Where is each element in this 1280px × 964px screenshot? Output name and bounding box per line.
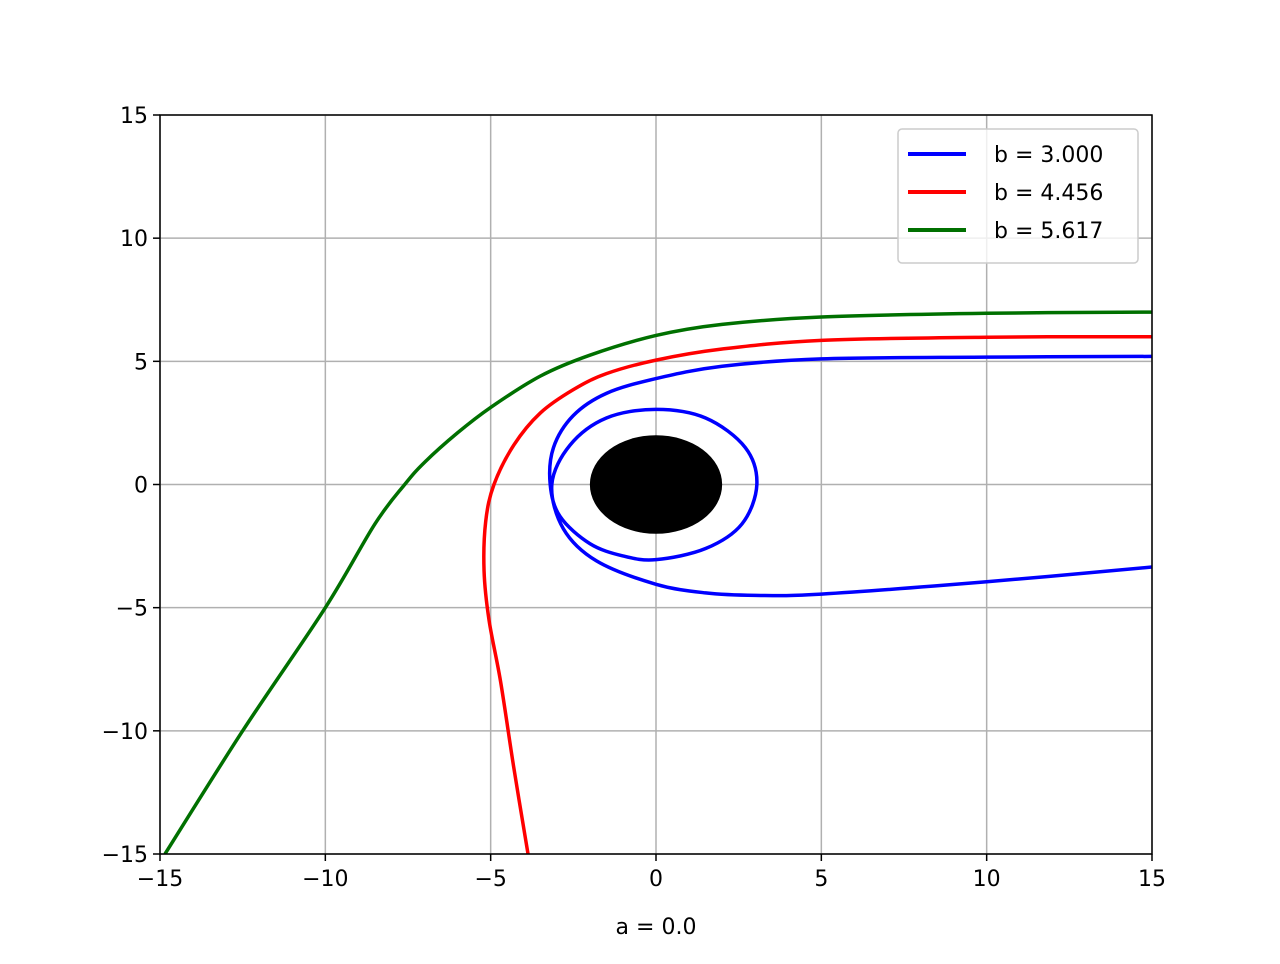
x-tick-label: 0 (649, 867, 663, 892)
x-tick-label: 10 (973, 867, 1001, 892)
trajectory (163, 310, 1152, 854)
y-tick-label: −10 (102, 720, 148, 745)
plot-area (163, 310, 1152, 854)
y-tick-label: 5 (134, 350, 148, 375)
trajectory (482, 334, 1152, 854)
x-tick-label: 15 (1138, 867, 1166, 892)
y-tick-label: 15 (120, 104, 148, 129)
legend-label: b = 3.000 (994, 143, 1103, 168)
trajectory (547, 354, 1152, 598)
x-tick-label: −10 (302, 867, 348, 892)
ticks: −15 −10 −5 0 5 10 15 −15 −10 −5 0 5 10 15 (102, 104, 1166, 892)
x-tick-label: −5 (474, 867, 506, 892)
y-tick-label: −5 (116, 597, 148, 622)
x-axis-label: a = 0.0 (616, 915, 697, 940)
legend-label: b = 5.617 (994, 219, 1103, 244)
y-tick-label: −15 (102, 843, 148, 868)
x-tick-label: −15 (137, 867, 183, 892)
y-tick-label: 10 (120, 227, 148, 252)
x-tick-label: 5 (814, 867, 828, 892)
black-hole (589, 435, 723, 534)
legend-label: b = 4.456 (994, 181, 1103, 206)
y-tick-label: 0 (134, 474, 148, 499)
legend: b = 3.000 b = 4.456 b = 5.617 (897, 128, 1139, 264)
